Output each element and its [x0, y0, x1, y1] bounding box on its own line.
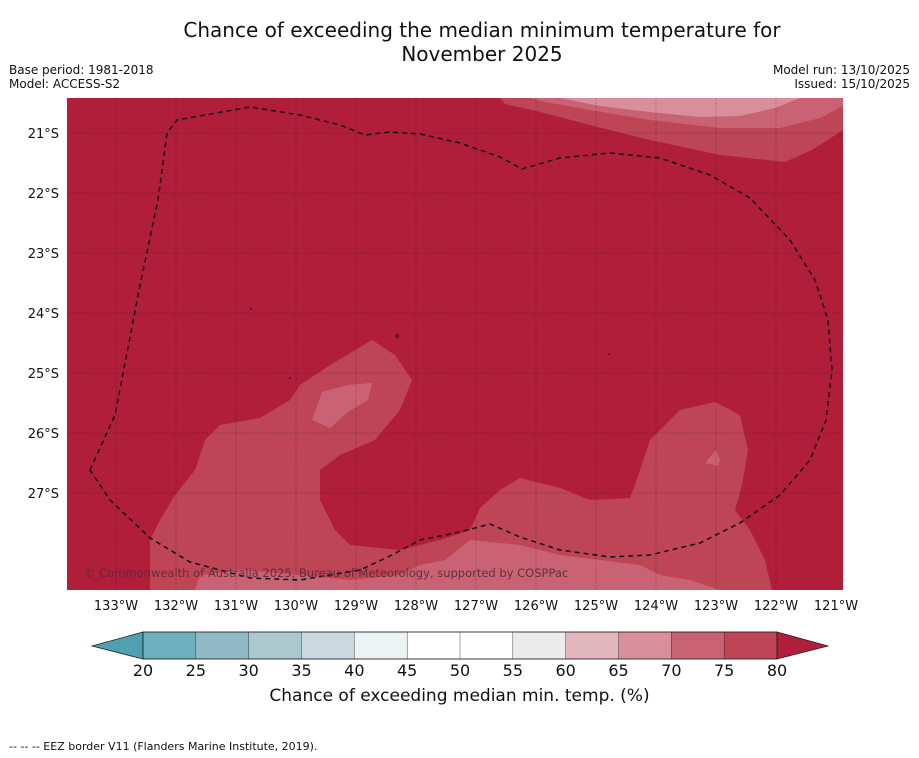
colorbar-cell [354, 631, 408, 660]
colorbar-cell [301, 631, 356, 660]
colorbar-label: Chance of exceeding median min. temp. (%… [269, 686, 650, 706]
colorbar-cell [512, 631, 567, 660]
lat-label: 26°S [28, 427, 59, 442]
colorbar-tick-label: 20 [133, 661, 153, 680]
lon-label: 125°W [574, 599, 618, 614]
title-line-2: November 2025 [401, 42, 563, 66]
colorbar-cell [248, 631, 303, 660]
lat-label: 24°S [28, 307, 59, 322]
base-period: Base period: 1981-2018 [9, 63, 154, 77]
colorbar-frame [142, 631, 778, 660]
island-marker [608, 353, 610, 355]
lon-label: 126°W [514, 599, 558, 614]
colorbar-cell [723, 631, 778, 660]
colorbar-tick-label: 45 [397, 661, 417, 680]
region-small-blob-70-75 [705, 450, 720, 466]
colorbar-cell [459, 631, 514, 660]
island-marker [289, 377, 291, 379]
colorbar: 20 25 30 35 40 45 50 55 60 65 70 75 80 [90, 631, 830, 680]
colorbar-tick-label: 55 [503, 661, 523, 680]
eez-footnote: -- -- -- EEZ border V11 (Flanders Marine… [9, 740, 318, 753]
island-marker [250, 308, 252, 310]
lon-label: 130°W [274, 599, 318, 614]
colorbar-tick-label: 40 [344, 661, 364, 680]
lon-label: 123°W [694, 599, 738, 614]
colorbar-tick-label: 80 [767, 661, 787, 680]
colorbar-tick-label: 30 [238, 661, 258, 680]
lat-labels: 21°S 22°S 23°S 24°S 25°S 26°S 27°S [28, 127, 59, 502]
lon-label: 121°W [814, 599, 858, 614]
colorbar-tick-label: 70 [661, 661, 681, 680]
colorbar-ticks: 20 25 30 35 40 45 50 55 60 65 70 75 80 [133, 661, 787, 680]
lon-label: 128°W [394, 599, 438, 614]
graticule [67, 98, 843, 590]
lat-label: 22°S [28, 187, 59, 202]
island-marker [395, 334, 399, 338]
meta-right: Model run: 13/10/2025 Issued: 15/10/2025 [773, 63, 910, 91]
lon-label: 124°W [634, 599, 678, 614]
meta-left: Base period: 1981-2018 Model: ACCESS-S2 [9, 63, 154, 91]
lat-label: 27°S [28, 487, 59, 502]
map-area: © Commonwealth of Australia 2025, Bureau… [67, 98, 843, 590]
title-line-1: Chance of exceeding the median minimum t… [183, 18, 781, 42]
region-top-right-65-70 [560, 98, 800, 117]
region-bottom-75-80 [150, 340, 772, 590]
colorbar-cell [671, 631, 725, 660]
eez-border [89, 106, 833, 581]
region-left-blob-70-75 [312, 383, 372, 428]
lon-labels: 133°W 132°W 131°W 130°W 129°W 128°W 127°… [94, 599, 858, 614]
colorbar-tick-label: 65 [608, 661, 628, 680]
model-name: Model: ACCESS-S2 [9, 77, 121, 91]
region-bottom-70-75 [195, 540, 720, 590]
colorbar-cell [618, 631, 673, 660]
model-run: Model run: 13/10/2025 [772, 63, 910, 77]
colorbar-cell [195, 631, 250, 660]
colorbar-tick-label: 75 [714, 661, 734, 680]
colorbar-cell [406, 631, 461, 660]
colorbar-cells [142, 631, 778, 660]
lat-label: 25°S [28, 367, 59, 382]
colorbar-tick-label: 25 [186, 661, 206, 680]
colorbar-cell [565, 631, 620, 660]
lon-label: 122°W [754, 599, 798, 614]
lon-label: 127°W [454, 599, 498, 614]
forecast-map: © Commonwealth of Australia 2025, Bureau… [28, 98, 858, 680]
lon-label: 133°W [94, 599, 138, 614]
lon-label: 131°W [214, 599, 258, 614]
colorbar-cell [142, 631, 197, 660]
colorbar-under-arrow [90, 631, 144, 660]
issued-date: Issued: 15/10/2025 [794, 77, 910, 91]
lon-label: 129°W [334, 599, 378, 614]
colorbar-tick-label: 50 [450, 661, 470, 680]
lon-label: 132°W [154, 599, 198, 614]
copyright-text: © Commonwealth of Australia 2025, Bureau… [84, 566, 568, 580]
colorbar-over-arrow [776, 631, 830, 660]
colorbar-tick-label: 35 [291, 661, 311, 680]
lat-label: 23°S [28, 247, 59, 262]
colorbar-tick-label: 60 [555, 661, 575, 680]
lat-label: 21°S [28, 127, 59, 142]
chart-title: Chance of exceeding the median minimum t… [0, 18, 919, 66]
